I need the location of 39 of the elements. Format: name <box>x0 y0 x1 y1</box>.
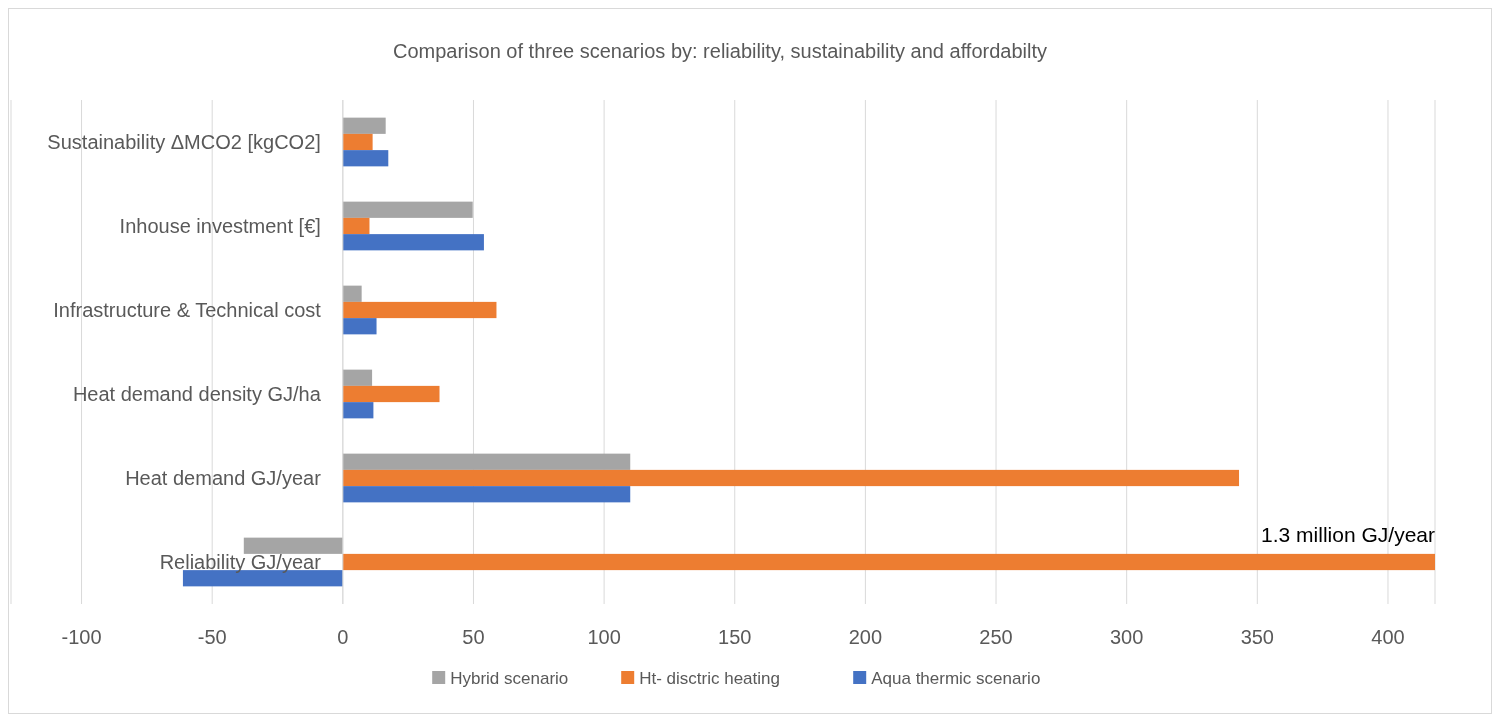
y-tick-label: Heat demand GJ/year <box>125 467 322 489</box>
bar <box>342 369 373 386</box>
bar <box>342 486 631 503</box>
x-tick-label: 100 <box>587 626 621 648</box>
x-tick-label: 350 <box>1240 626 1275 648</box>
y-tick-label: Inhouse investment [€] <box>119 215 321 237</box>
x-tick-label: 250 <box>979 626 1013 648</box>
x-tick-label: 50 <box>462 626 485 648</box>
bar <box>342 385 440 403</box>
bar <box>342 318 377 335</box>
legend-label: Hybrid scenario <box>450 669 569 688</box>
y-tick-label: Infrastructure & Technical cost <box>53 299 322 321</box>
x-tick-label: 200 <box>848 626 883 648</box>
bar <box>342 553 1435 571</box>
x-tick-label: 0 <box>337 626 349 648</box>
chart-title: Comparison of three scenarios by: reliability, sustainability and affordabilty <box>392 40 1048 62</box>
y-tick-label: Heat demand density GJ/ha <box>72 383 322 405</box>
bar <box>342 133 373 151</box>
bar <box>243 537 343 554</box>
bar <box>342 201 473 218</box>
bar <box>342 402 374 419</box>
bar <box>342 150 389 167</box>
x-tick-label: 150 <box>718 626 752 648</box>
x-tick-label: -50 <box>197 626 227 648</box>
bar <box>342 285 362 302</box>
y-tick-label: Sustainability ΔMCO2 [kgCO2] <box>47 131 321 153</box>
bar <box>342 469 1240 487</box>
bar <box>342 453 631 470</box>
x-tick-label: -100 <box>61 626 102 648</box>
bar <box>342 234 484 251</box>
x-tick-label: 300 <box>1110 626 1144 648</box>
bar <box>342 217 370 235</box>
bar <box>342 301 497 319</box>
x-tick-label: 400 <box>1371 626 1405 648</box>
y-tick-label: Reliability GJ/year <box>159 551 322 573</box>
bar <box>342 117 386 134</box>
annotation: 1.3 million GJ/year <box>1261 522 1435 546</box>
legend-label: Aqua thermic scenario <box>871 669 1041 688</box>
legend-label: Ht- disctric heating <box>639 669 780 688</box>
